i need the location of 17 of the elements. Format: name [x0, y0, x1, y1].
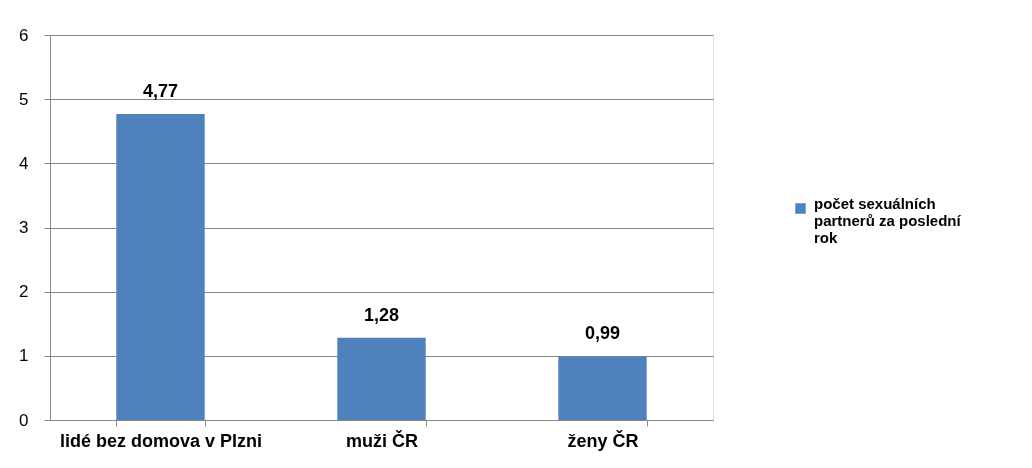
x-tick-label: muži ČR: [346, 429, 418, 451]
data-label: 1,28: [363, 304, 400, 325]
y-tick-label: 3: [19, 218, 29, 237]
legend-label: počet sexuálních partnerů za poslední rok: [814, 194, 962, 246]
y-tick-label: 5: [19, 89, 29, 109]
y-tick-label: 2: [19, 282, 29, 302]
y-tick-label: 1: [19, 346, 29, 366]
x-tick-label: lidé bez domova v Plzni: [59, 430, 263, 451]
data-label: 0,99: [584, 323, 621, 344]
x-tick-label: ženy ČR: [567, 429, 639, 451]
data-label: 4,77: [142, 80, 179, 101]
bar: [337, 337, 426, 420]
y-tick-label: 4: [19, 153, 29, 173]
bar: [558, 356, 647, 420]
y-tick-label: 0: [19, 410, 29, 430]
bar: [116, 113, 205, 420]
y-tick-label: 6: [19, 25, 29, 45]
